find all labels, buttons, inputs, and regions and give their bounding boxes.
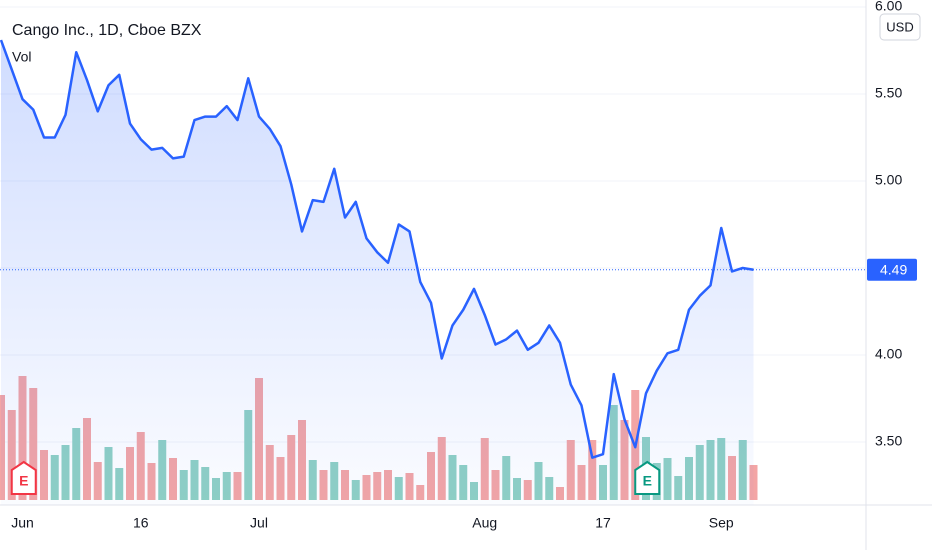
earnings-marker bbox=[634, 460, 661, 495]
x-tick-label: Jun bbox=[11, 515, 34, 531]
chart-title: Cango Inc., 1D, Cboe BZX bbox=[12, 22, 202, 39]
earnings-label: E bbox=[643, 473, 652, 489]
x-tick-label: 17 bbox=[595, 515, 611, 531]
earnings-marker bbox=[10, 460, 37, 495]
y-tick-label: 4.00 bbox=[875, 346, 902, 362]
x-tick-label: Jul bbox=[250, 515, 268, 531]
y-tick-label: 5.50 bbox=[875, 85, 902, 101]
currency-button[interactable] bbox=[879, 13, 921, 41]
axes: 3.504.004.505.005.506.00Jun16JulAug17Sep… bbox=[11, 0, 917, 531]
volume-label: Vol bbox=[12, 49, 31, 65]
x-tick-label: Sep bbox=[709, 515, 734, 531]
last-price-box bbox=[867, 258, 917, 281]
price-line bbox=[0, 39, 754, 459]
last-price-label: 4.49 bbox=[880, 261, 907, 277]
y-tick-label: 5.00 bbox=[875, 172, 902, 188]
y-tick-label: 6.00 bbox=[875, 0, 902, 14]
area-fill bbox=[1, 40, 754, 506]
earnings-label: E bbox=[19, 473, 28, 489]
x-tick-label: Aug bbox=[472, 515, 497, 531]
currency-label: USD bbox=[886, 19, 913, 34]
x-tick-label: 16 bbox=[133, 515, 149, 531]
y-tick-label: 3.50 bbox=[875, 433, 902, 449]
